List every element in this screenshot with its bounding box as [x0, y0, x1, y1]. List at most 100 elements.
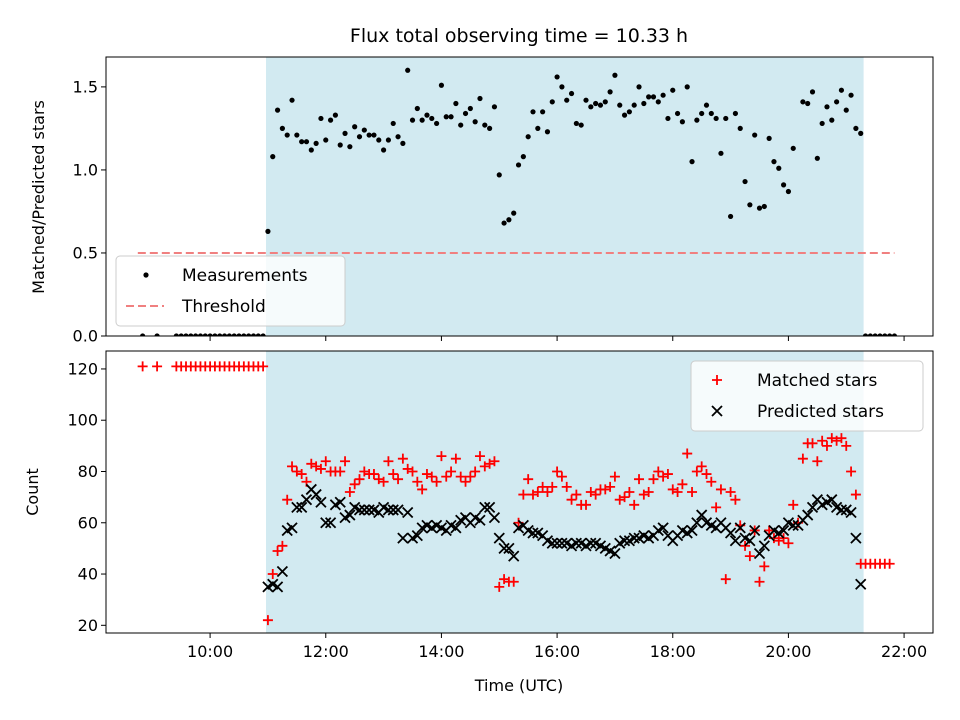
measurement-point — [867, 333, 873, 336]
matched-stars-point — [354, 474, 365, 485]
matched-stars-point — [672, 487, 683, 497]
predicted-stars-point — [628, 532, 640, 544]
measurement-point — [477, 95, 483, 102]
predicted-stars-point — [609, 547, 621, 560]
measurement-point — [742, 178, 748, 185]
matched-stars-point — [518, 489, 529, 500]
measurement-point — [270, 154, 276, 160]
matched-stars-point — [609, 471, 620, 482]
matched-stars-point — [744, 551, 755, 562]
predicted-stars-point — [777, 524, 790, 537]
top-data-layer — [137, 67, 898, 336]
measurement-point — [723, 115, 729, 122]
x-tick-label: 16:00 — [534, 642, 580, 661]
measurement-point — [612, 72, 618, 78]
measurement-point — [274, 107, 281, 113]
predicted-stars-point — [691, 517, 703, 529]
matched-stars-point — [542, 487, 553, 497]
matched-stars-point — [884, 558, 895, 569]
measurement-point — [506, 217, 512, 223]
measurement-point — [303, 139, 310, 145]
measurement-point — [173, 333, 179, 336]
matched-stars-point — [262, 615, 273, 626]
measurement-point — [843, 107, 849, 113]
matched-stars-point — [764, 525, 775, 536]
matched-stars-point — [687, 487, 698, 497]
matched-stars-point — [340, 456, 351, 467]
measurement-point — [250, 333, 257, 336]
measurement-point — [689, 159, 695, 165]
measurement-point — [366, 132, 372, 138]
measurement-point — [183, 333, 189, 336]
series-matched-stars — [137, 361, 895, 626]
series-measurements — [140, 67, 898, 336]
measurement-point — [241, 333, 247, 336]
bottom-panel: Count Time (UTC) 20 40 60 80 100 120 10:00 12:0… — [23, 350, 934, 695]
measurement-point — [684, 84, 690, 90]
measurement-point — [342, 130, 348, 136]
measurement-point — [655, 99, 661, 105]
measurement-point — [231, 333, 237, 336]
predicted-stars-point — [744, 535, 756, 547]
y-tick-label: 0.0 — [73, 327, 98, 346]
measurement-point — [665, 115, 671, 122]
measurement-point — [434, 120, 440, 127]
predicted-stars-point — [551, 537, 563, 549]
measurement-point — [289, 97, 295, 103]
measurement-point — [737, 125, 743, 132]
predicted-stars-point — [802, 509, 814, 521]
matched-stars-point — [619, 492, 630, 503]
measurement-point — [226, 333, 232, 336]
x-tick-label: 10:00 — [187, 642, 233, 661]
matched-stars-point — [460, 476, 471, 487]
predicted-stars-point — [271, 581, 284, 593]
measurement-point — [747, 202, 753, 208]
measurement-point — [352, 124, 358, 130]
matched-stars-point — [841, 440, 852, 451]
matched-stars-point — [590, 489, 601, 500]
bottom-legend: Matched stars Predicted stars — [690, 360, 924, 432]
matched-stars-point — [653, 466, 664, 477]
measurement-point — [824, 104, 830, 110]
predicted-stars-point — [527, 527, 539, 539]
y-tick-label: 1.5 — [73, 77, 98, 96]
measurement-point — [732, 110, 739, 117]
measurement-point — [448, 114, 454, 120]
matched-stars-point — [267, 569, 278, 580]
predicted-stars-point — [724, 527, 737, 539]
legend-marker-plus — [712, 375, 722, 385]
matched-stars-point — [450, 453, 461, 464]
measurement-point — [255, 333, 261, 336]
top-plot-area: 0.0 0.5 1.0 1.5 Measurements Threshold — [73, 56, 934, 346]
measurement-point — [202, 333, 208, 336]
matched-stars-point — [417, 484, 428, 495]
matched-stars-point — [258, 361, 269, 372]
matched-stars-point — [489, 456, 500, 467]
matched-stars-point — [788, 499, 799, 510]
measurement-point — [332, 112, 339, 118]
measurement-point — [246, 333, 252, 336]
matched-stars-point — [715, 484, 726, 495]
matched-stars-point — [383, 456, 394, 467]
predicted-stars-point — [493, 532, 505, 544]
y-tick-label: 40 — [78, 565, 98, 584]
measurement-point — [805, 100, 811, 107]
measurement-point — [882, 333, 888, 336]
measurement-point — [327, 117, 334, 123]
measurement-point — [462, 110, 469, 117]
measurement-point — [554, 74, 560, 80]
measurement-point — [212, 333, 218, 336]
measurement-point — [646, 94, 652, 100]
matched-stars-point — [152, 361, 163, 372]
matched-stars-point — [431, 476, 442, 487]
top-legend: Measurements Threshold — [115, 255, 346, 327]
measurement-point — [597, 102, 604, 108]
measurement-point — [535, 125, 541, 132]
predicted-stars-point — [300, 494, 313, 506]
matched-stars-point — [378, 476, 389, 487]
matched-stars-point — [624, 487, 635, 497]
measurement-point — [429, 115, 435, 122]
legend-marker-x — [711, 405, 723, 417]
measurement-point — [313, 140, 319, 146]
measurement-point — [564, 97, 570, 103]
